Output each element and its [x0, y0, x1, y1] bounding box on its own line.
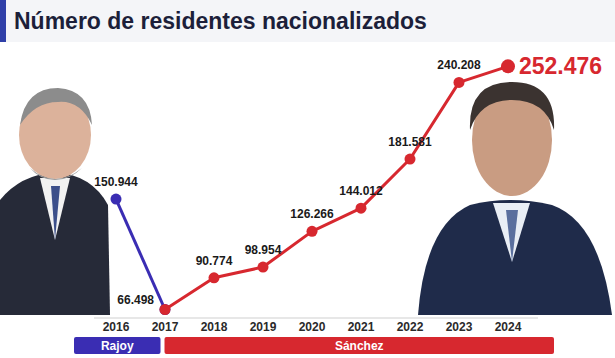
legend-band [74, 337, 161, 354]
portrait-shirt [40, 178, 70, 240]
portraits [0, 82, 612, 315]
data-point [160, 304, 171, 315]
x-tick-label: 2016 [103, 320, 130, 334]
title: Número de residentes nacionalizados [14, 8, 427, 34]
x-tick-label: 2017 [152, 320, 179, 334]
plot-area [111, 59, 516, 315]
data-label: 144.012 [339, 184, 383, 198]
data-label: 181.581 [388, 135, 432, 149]
background [0, 0, 615, 358]
data-label: 252.476 [519, 53, 602, 79]
data-labels: 150.944 66.498 90.774 98.954 126.266 144.012 1… [94, 53, 602, 306]
legend-label: Rajoy [101, 339, 134, 353]
data-point [405, 154, 416, 165]
legend: Rajoy Sánchez [74, 337, 554, 354]
data-label: 150.944 [94, 175, 138, 189]
title-accent [0, 0, 6, 42]
data-label: 98.954 [245, 243, 282, 257]
portrait-suit [0, 172, 110, 315]
chart: Número de residentes nacionalizados 2016 2… [0, 0, 615, 358]
series-line [116, 199, 165, 309]
data-point [356, 203, 367, 214]
portrait-beard [30, 168, 82, 180]
portrait-shirt [493, 203, 530, 262]
data-point [160, 304, 171, 315]
portrait-hair [470, 82, 554, 130]
data-point [501, 59, 515, 73]
legend-band [165, 337, 555, 354]
portrait-tie [51, 186, 60, 240]
data-label: 126.266 [290, 207, 334, 221]
data-point [209, 272, 220, 283]
data-label: 66.498 [117, 293, 154, 307]
data-label: 90.774 [196, 254, 233, 268]
x-axis [94, 318, 538, 319]
portrait-hair [20, 88, 92, 125]
title-band [0, 0, 615, 42]
series-line [165, 66, 508, 309]
x-tick-label: 2022 [397, 320, 424, 334]
x-tick-label: 2023 [446, 320, 473, 334]
data-point [258, 262, 269, 273]
x-tick-label: 2019 [250, 320, 277, 334]
x-tick-label: 2021 [348, 320, 375, 334]
legend-label: Sánchez [335, 339, 384, 353]
data-label: 240.208 [437, 58, 481, 72]
data-point [454, 77, 465, 88]
data-point [111, 194, 122, 205]
portrait-suit [418, 200, 612, 315]
x-tick-label: 2024 [495, 320, 522, 334]
x-tick-label: 2020 [299, 320, 326, 334]
data-point [307, 226, 318, 237]
x-tick-label: 2018 [201, 320, 228, 334]
portrait-tie [506, 210, 518, 262]
